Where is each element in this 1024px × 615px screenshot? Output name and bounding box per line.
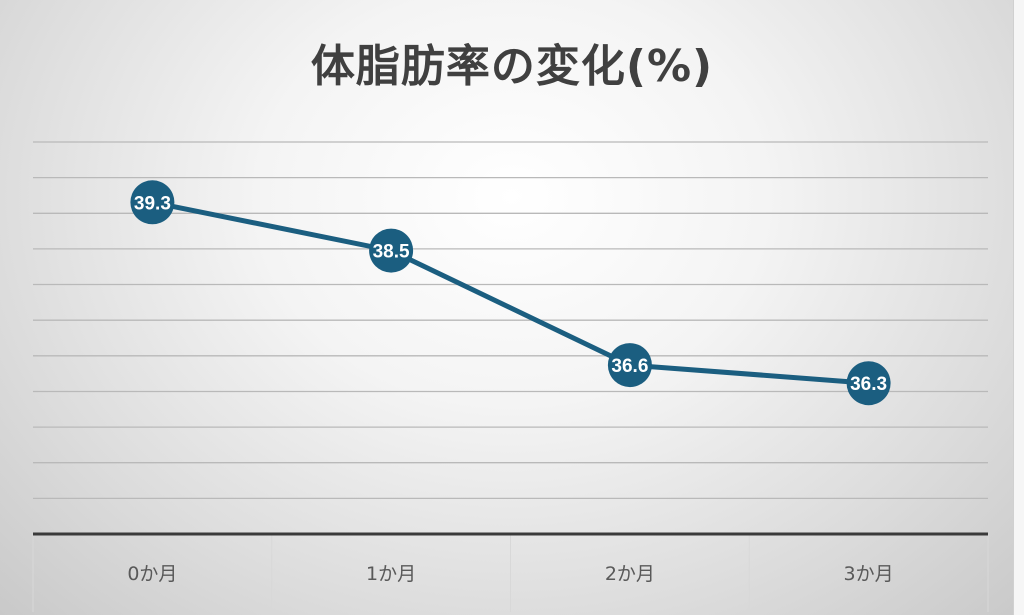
data-point [846,361,891,406]
data-label: 36.3 [850,374,887,395]
x-tick-label: 3か月 [844,563,894,585]
chart-title: 体脂肪率の変化(%) [310,41,714,92]
data-label: 36.6 [611,356,648,377]
series: 39.3 38.5 36.6 36.3 [130,180,891,406]
x-tick-label: 0か月 [127,563,177,585]
series-line [149,199,872,386]
x-tick-labels: 0か月 1か月 2か月 3か月 [127,563,893,585]
data-label: 38.5 [373,242,410,263]
data-point [607,343,652,388]
x-axis [32,532,989,612]
gridlines [33,141,988,500]
x-tick-label: 1か月 [366,563,416,585]
data-label: 39.3 [134,193,171,214]
spreadsheet-edge [1013,0,1024,615]
data-point [130,180,175,225]
x-tick-label: 2か月 [605,563,655,585]
data-point [369,228,414,273]
